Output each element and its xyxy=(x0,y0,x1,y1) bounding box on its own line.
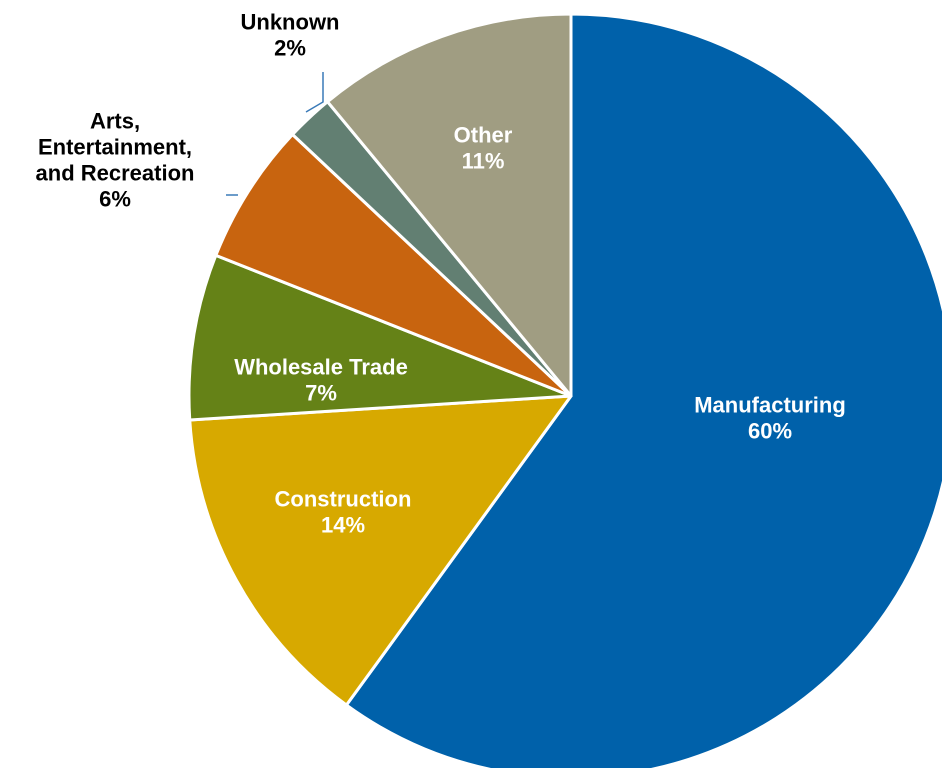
slice-name-other: Other xyxy=(454,123,513,148)
slice-label-arts-entertainment-and-recreation: Arts, Entertainment, and Recreation 6% xyxy=(36,109,195,212)
slice-label-manufacturing: Manufacturing 60% xyxy=(694,393,846,444)
labels-layer: Manufacturing 60% Construction 14% Wholesale… xyxy=(36,10,846,538)
slice-value-unknown: 2% xyxy=(274,36,306,61)
slice-value-arts-entertainment-and-recreation: 6% xyxy=(99,187,131,212)
slice-name-unknown: Unknown xyxy=(241,10,340,35)
slice-value-other: 11% xyxy=(462,149,505,174)
slice-name-arts-entertainment-and-recreation: Arts, xyxy=(90,109,140,134)
slice-name-construction: Construction xyxy=(275,487,412,512)
slice-value-manufacturing: 60% xyxy=(748,419,792,444)
slice-name-arts-entertainment-and-recreation: Entertainment, xyxy=(38,135,192,160)
slice-label-unknown: Unknown 2% xyxy=(241,10,340,61)
slice-value-construction: 14% xyxy=(321,513,365,538)
slice-label-other: Other 11% xyxy=(454,123,513,174)
slice-name-manufacturing: Manufacturing xyxy=(694,393,846,418)
slice-value-wholesale-trade: 7% xyxy=(305,381,337,406)
slices-layer xyxy=(187,12,942,773)
slice-label-wholesale-trade: Wholesale Trade 7% xyxy=(234,355,408,406)
slice-label-construction: Construction 14% xyxy=(275,487,412,538)
pie-slice-wholesale-trade xyxy=(187,253,573,422)
pie-slice-manufacturing xyxy=(344,12,942,773)
pie-slice-arts-entertainment-and-recreation xyxy=(214,133,573,398)
pie-slice-other xyxy=(326,12,573,398)
slice-name-wholesale-trade: Wholesale Trade xyxy=(234,355,408,380)
leader-line-unknown xyxy=(305,72,324,113)
slice-name-arts-entertainment-and-recreation: and Recreation xyxy=(36,161,195,186)
pie-slice-construction xyxy=(188,394,573,707)
leader-lines-layer xyxy=(226,72,324,196)
